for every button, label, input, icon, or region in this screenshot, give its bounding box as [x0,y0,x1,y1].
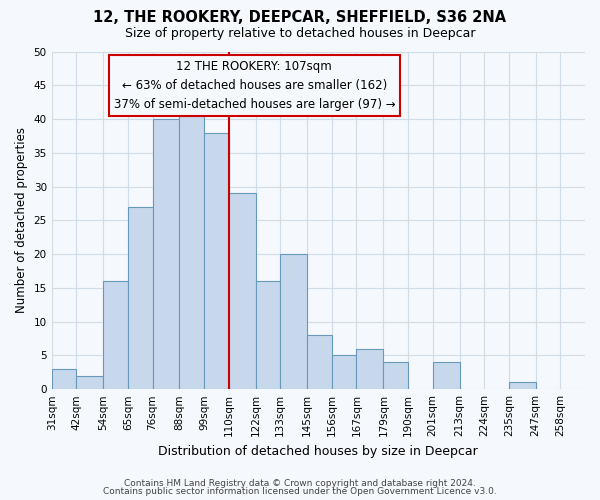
Bar [204,132,229,389]
Bar [229,194,256,389]
Bar [76,376,103,389]
Bar [280,254,307,389]
Text: Contains HM Land Registry data © Crown copyright and database right 2024.: Contains HM Land Registry data © Crown c… [124,478,476,488]
Bar [433,362,460,389]
Bar [383,362,408,389]
Bar [256,281,280,389]
Bar [52,369,76,389]
X-axis label: Distribution of detached houses by size in Deepcar: Distribution of detached houses by size … [158,444,478,458]
Text: 12 THE ROOKERY: 107sqm
← 63% of detached houses are smaller (162)
37% of semi-de: 12 THE ROOKERY: 107sqm ← 63% of detached… [113,60,395,111]
Bar [152,119,179,389]
Text: Contains public sector information licensed under the Open Government Licence v3: Contains public sector information licen… [103,487,497,496]
Bar [332,356,356,389]
Y-axis label: Number of detached properties: Number of detached properties [15,128,28,314]
Bar [307,335,332,389]
Bar [509,382,536,389]
Text: Size of property relative to detached houses in Deepcar: Size of property relative to detached ho… [125,28,475,40]
Bar [128,207,152,389]
Bar [356,348,383,389]
Bar [103,281,128,389]
Bar [179,112,204,389]
Text: 12, THE ROOKERY, DEEPCAR, SHEFFIELD, S36 2NA: 12, THE ROOKERY, DEEPCAR, SHEFFIELD, S36… [94,10,506,25]
